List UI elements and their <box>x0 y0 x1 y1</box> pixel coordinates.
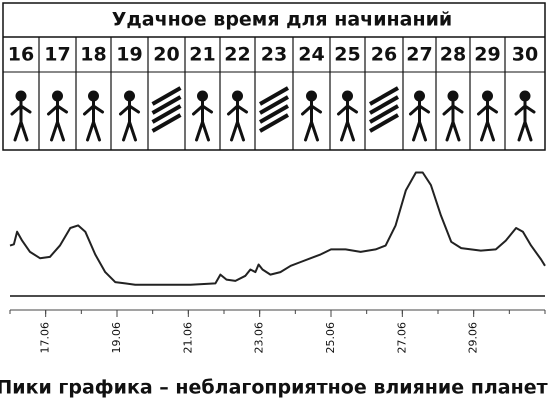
figure-leg <box>451 120 461 142</box>
figure-arm <box>418 104 430 114</box>
figure-leg <box>418 120 427 142</box>
hatch-stripe <box>259 95 289 115</box>
figure-arm <box>514 104 527 116</box>
stick-figure <box>442 90 464 142</box>
figure-leg <box>445 120 455 142</box>
x-tick-label: 23.06 <box>253 322 266 354</box>
figure-leg <box>346 120 355 142</box>
figure-leg <box>480 120 489 142</box>
figure-leg <box>310 120 319 142</box>
figure-arm <box>92 104 104 114</box>
figure-arm <box>56 104 68 114</box>
day-label: 17 <box>44 44 70 66</box>
day-label: 21 <box>189 44 215 66</box>
hatch-stripe <box>151 104 182 124</box>
figure-arm <box>83 104 95 116</box>
figure-leg <box>412 120 421 142</box>
figure-arm <box>201 104 213 114</box>
figure-arm <box>451 104 464 114</box>
figure-arm <box>47 104 59 116</box>
table-title: Удачное время для начинаний <box>112 9 452 31</box>
stick-figure <box>83 90 104 142</box>
day-label: 28 <box>440 44 466 66</box>
x-tick-label: 29.06 <box>467 322 480 354</box>
figure-arm <box>301 104 313 116</box>
stick-figure <box>301 90 322 142</box>
figure-leg <box>517 120 527 142</box>
figure-arm <box>477 104 489 116</box>
x-tick-label: 25.06 <box>324 322 337 354</box>
stick-figure <box>477 90 498 142</box>
figure-leg <box>13 120 23 142</box>
figure-arm <box>227 104 239 116</box>
figure-leg <box>201 120 210 142</box>
day-label: 20 <box>153 44 179 66</box>
figure-arm <box>486 104 498 114</box>
x-tick-label: 19.06 <box>110 322 123 354</box>
figure-leg <box>195 120 204 142</box>
figure-leg <box>56 120 65 142</box>
figure-leg <box>128 120 137 142</box>
hatch-stripe <box>259 104 289 124</box>
figure-arm <box>523 104 536 114</box>
stick-figure <box>337 90 358 142</box>
figure-leg <box>92 120 101 142</box>
day-label: 24 <box>298 44 324 66</box>
figure-arm <box>310 104 322 114</box>
day-label: 19 <box>116 44 142 66</box>
day-label: 26 <box>371 44 397 66</box>
x-tick-label: 21.06 <box>181 322 194 354</box>
hatch-stripe <box>369 86 399 106</box>
figure-leg <box>340 120 349 142</box>
table-frame <box>2 2 546 151</box>
caption: Пики графика – неблагоприятное влияние п… <box>0 377 548 399</box>
stick-figure <box>514 90 536 142</box>
figure-leg <box>486 120 495 142</box>
hatch-stripe <box>259 113 289 133</box>
figure-leg <box>50 120 59 142</box>
day-label: 16 <box>8 44 34 66</box>
figure-arm <box>192 104 204 116</box>
day-label: 30 <box>512 44 538 66</box>
hatch-stripe <box>369 104 399 124</box>
stick-figure <box>10 90 32 142</box>
figure-leg <box>523 120 533 142</box>
day-label: 18 <box>80 44 106 66</box>
line-series <box>9 171 546 286</box>
stick-figure <box>119 90 140 142</box>
figure-arm <box>10 104 23 116</box>
day-label: 29 <box>474 44 500 66</box>
figure-arm <box>128 104 140 114</box>
day-label: 25 <box>334 44 360 66</box>
figure-arm <box>337 104 349 116</box>
stick-figure <box>47 90 68 142</box>
hatch-stripe <box>259 86 289 106</box>
day-label: 23 <box>261 44 287 66</box>
stick-figure <box>227 90 248 142</box>
day-label: 22 <box>224 44 250 66</box>
figure-arm <box>236 104 248 114</box>
hatch-stripe <box>151 95 182 115</box>
figure-leg <box>19 120 29 142</box>
x-tick-label: 27.06 <box>395 322 408 354</box>
hatch-stripe <box>369 95 399 115</box>
x-tick-label: 17.06 <box>39 322 52 354</box>
figure-leg <box>86 120 95 142</box>
figure-arm <box>442 104 455 116</box>
day-label: 27 <box>406 44 432 66</box>
hatch-stripe <box>151 113 182 133</box>
figure-arm <box>409 104 421 116</box>
stick-figure <box>409 90 430 142</box>
figure-leg <box>230 120 239 142</box>
figure-arm <box>19 104 32 114</box>
figure-arm <box>119 104 131 116</box>
figure-leg <box>236 120 245 142</box>
hatch-stripe <box>369 113 399 133</box>
figure-leg <box>122 120 131 142</box>
hatch-stripe <box>151 86 182 106</box>
figure-leg <box>304 120 313 142</box>
figure-arm <box>346 104 358 114</box>
stick-figure <box>192 90 213 142</box>
